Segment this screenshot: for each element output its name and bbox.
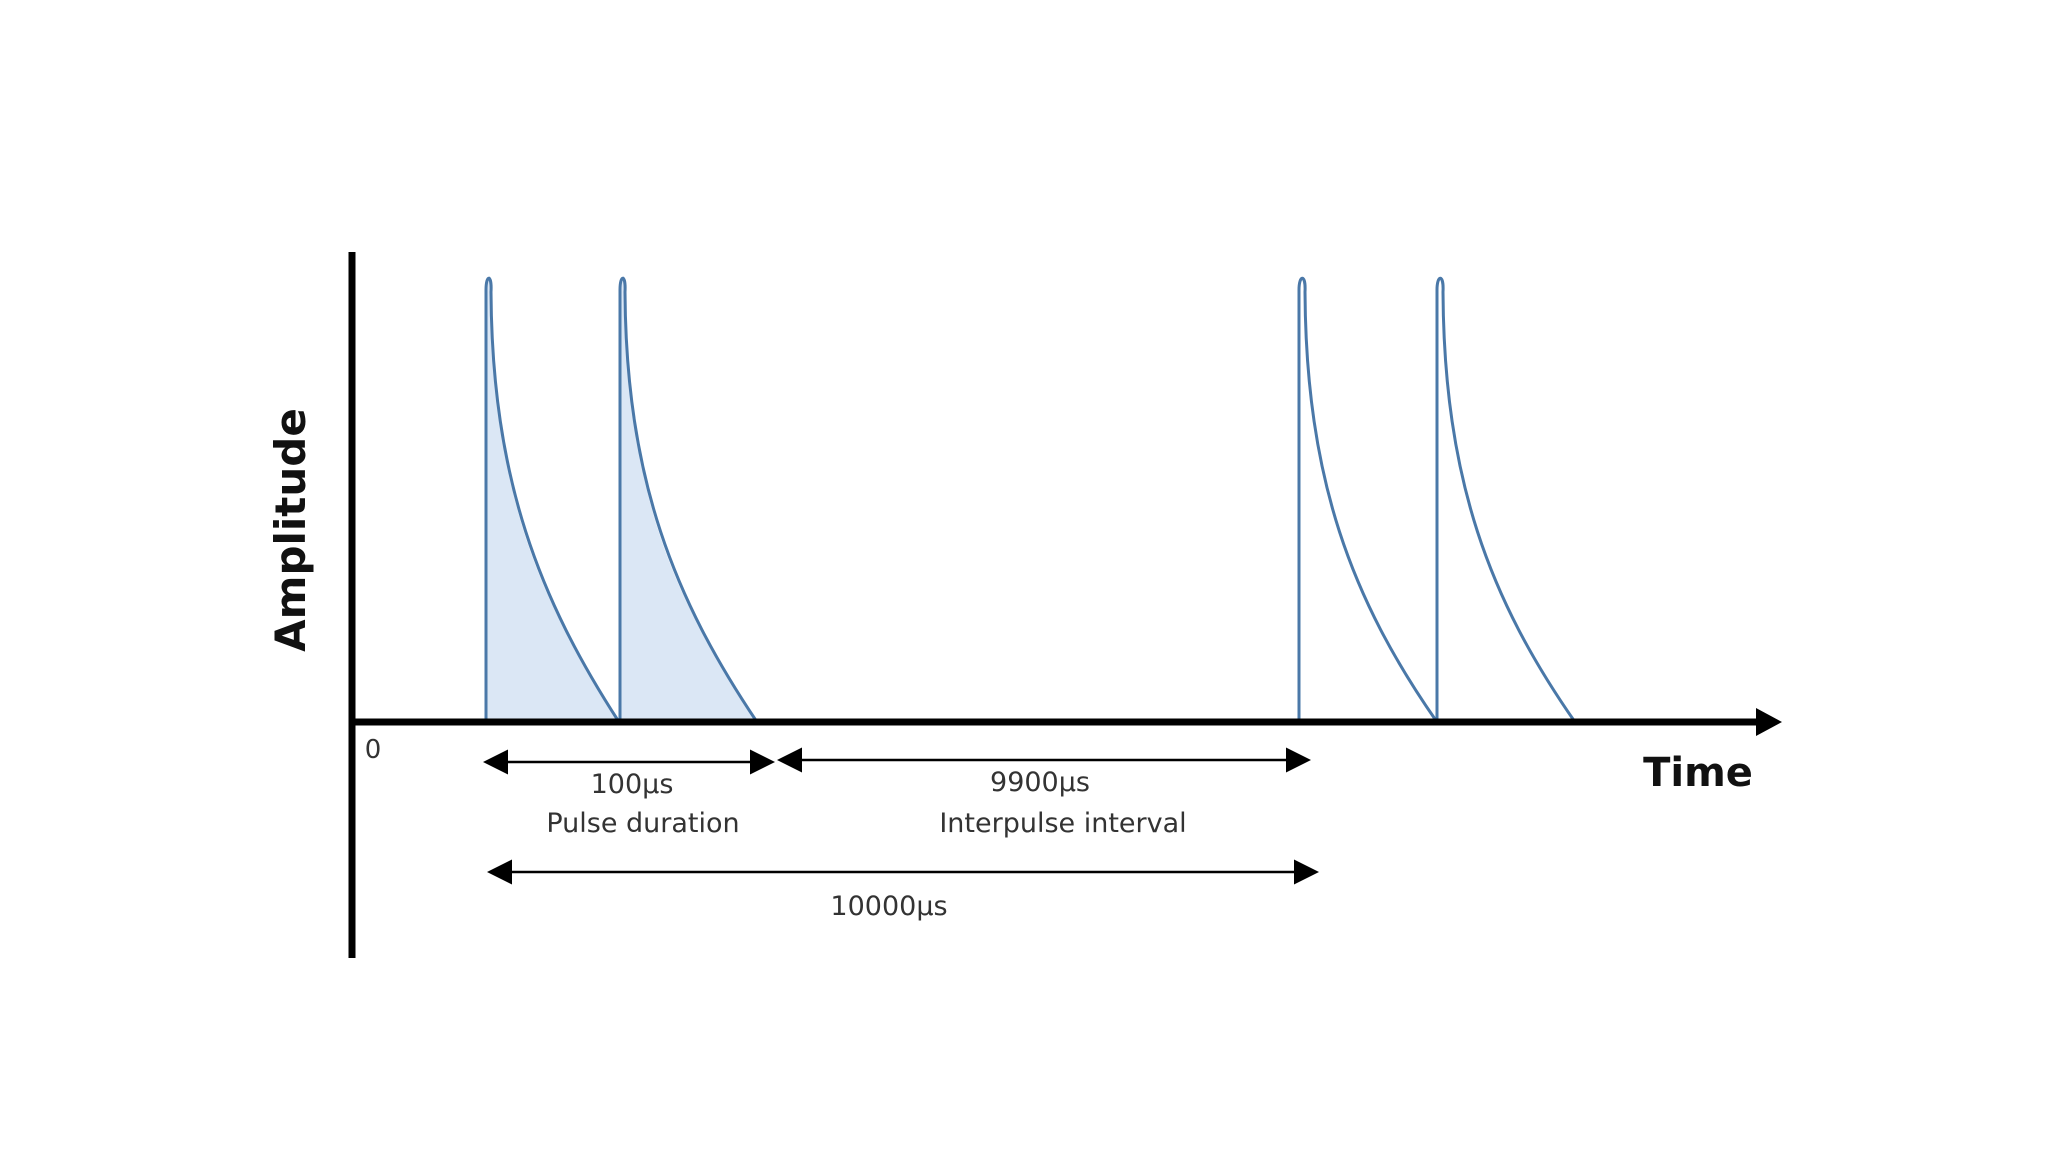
pulse-1 [484,276,621,723]
pulse-3 [1297,276,1439,723]
y-axis-title: Amplitude [266,408,315,652]
period-value: 10000μs [830,891,947,922]
pulse-duration-value: 100μs [591,769,674,800]
pulse-1-fill [486,276,619,722]
pulse-2 [618,276,759,723]
pulse-4 [1435,276,1577,723]
pulse-duration-label: Pulse duration [546,808,739,839]
x-axis-title: Time [1643,750,1753,796]
interpulse-value: 9900μs [990,767,1090,798]
pulse-2-fill [620,276,757,722]
origin-label: 0 [365,735,382,765]
x-axis-arrowhead [1756,708,1782,736]
interpulse-label: Interpulse interval [939,808,1186,839]
